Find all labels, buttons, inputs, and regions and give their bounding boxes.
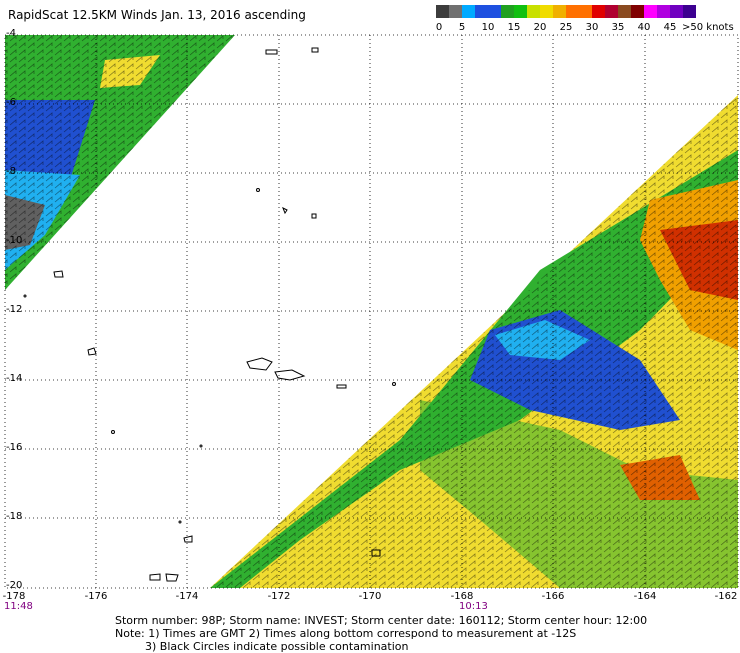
lon-label: -168 bbox=[450, 591, 474, 602]
scale-swatch-2 bbox=[462, 5, 475, 18]
lat-label: -18 bbox=[6, 511, 23, 522]
scale-tick: 45 bbox=[663, 22, 677, 33]
lat-label: -10 bbox=[6, 235, 23, 246]
scale-swatch-13 bbox=[605, 5, 618, 18]
lon-label: -176 bbox=[84, 591, 108, 602]
scale-swatch-19 bbox=[683, 5, 696, 18]
scale-tick: 20 bbox=[533, 22, 547, 33]
scale-swatch-10 bbox=[566, 5, 579, 18]
lon-label: -174 bbox=[175, 591, 199, 602]
grid-lines bbox=[5, 35, 738, 588]
lat-label: -12 bbox=[6, 304, 23, 315]
lat-label: -16 bbox=[6, 442, 23, 453]
lat-label: -8 bbox=[6, 166, 16, 177]
lat-label: -6 bbox=[6, 97, 16, 108]
scale-tick: 40 bbox=[637, 22, 651, 33]
scale-swatch-14 bbox=[618, 5, 631, 18]
lat-label: -4 bbox=[6, 28, 16, 39]
lon-label: -164 bbox=[633, 591, 657, 602]
scale-swatch-11 bbox=[579, 5, 592, 18]
scale-tick: >50 knots bbox=[682, 22, 734, 33]
scale-tick: 0 bbox=[435, 22, 443, 33]
scale-swatch-6 bbox=[514, 5, 527, 18]
footer-notes: Storm number: 98P; Storm name: INVEST; S… bbox=[0, 614, 740, 653]
scale-tick: 35 bbox=[611, 22, 625, 33]
scale-tick: 15 bbox=[507, 22, 521, 33]
map-title: RapidScat 12.5KM Winds Jan. 13, 2016 asc… bbox=[8, 8, 306, 22]
footer-line-3: 3) Black Circles indicate possible conta… bbox=[145, 640, 409, 653]
lat-label: -20 bbox=[6, 580, 23, 591]
scale-swatch-1 bbox=[449, 5, 462, 18]
lon-label: -166 bbox=[541, 591, 565, 602]
lon-label: -178 bbox=[2, 591, 26, 602]
scale-swatch-16 bbox=[644, 5, 657, 18]
scale-tick: 10 bbox=[481, 22, 495, 33]
lon-label: -162 bbox=[714, 591, 738, 602]
lon-label: -172 bbox=[267, 591, 291, 602]
time-left: 11:48 bbox=[4, 601, 33, 612]
lat-label: -14 bbox=[6, 373, 23, 384]
map-frame bbox=[4, 34, 739, 589]
scale-tick: 30 bbox=[585, 22, 599, 33]
scale-swatch-9 bbox=[553, 5, 566, 18]
scale-swatch-4 bbox=[488, 5, 501, 18]
scale-swatch-12 bbox=[592, 5, 605, 18]
scale-tick: 25 bbox=[559, 22, 573, 33]
time-center: 10:13 bbox=[459, 601, 488, 612]
scale-swatch-17 bbox=[657, 5, 670, 18]
scale-swatch-0 bbox=[436, 5, 449, 18]
scale-swatch-7 bbox=[527, 5, 540, 18]
footer-line-1: Storm number: 98P; Storm name: INVEST; S… bbox=[115, 614, 648, 627]
scale-swatch-15 bbox=[631, 5, 644, 18]
scale-swatch-3 bbox=[475, 5, 488, 18]
scale-swatch-18 bbox=[670, 5, 683, 18]
lon-label: -170 bbox=[358, 591, 382, 602]
islands bbox=[23, 47, 396, 582]
scale-tick: 5 bbox=[458, 22, 466, 33]
scale-swatch-5 bbox=[501, 5, 514, 18]
scale-swatch-8 bbox=[540, 5, 553, 18]
footer-line-2: Note: 1) Times are GMT 2) Times along bo… bbox=[115, 627, 577, 640]
